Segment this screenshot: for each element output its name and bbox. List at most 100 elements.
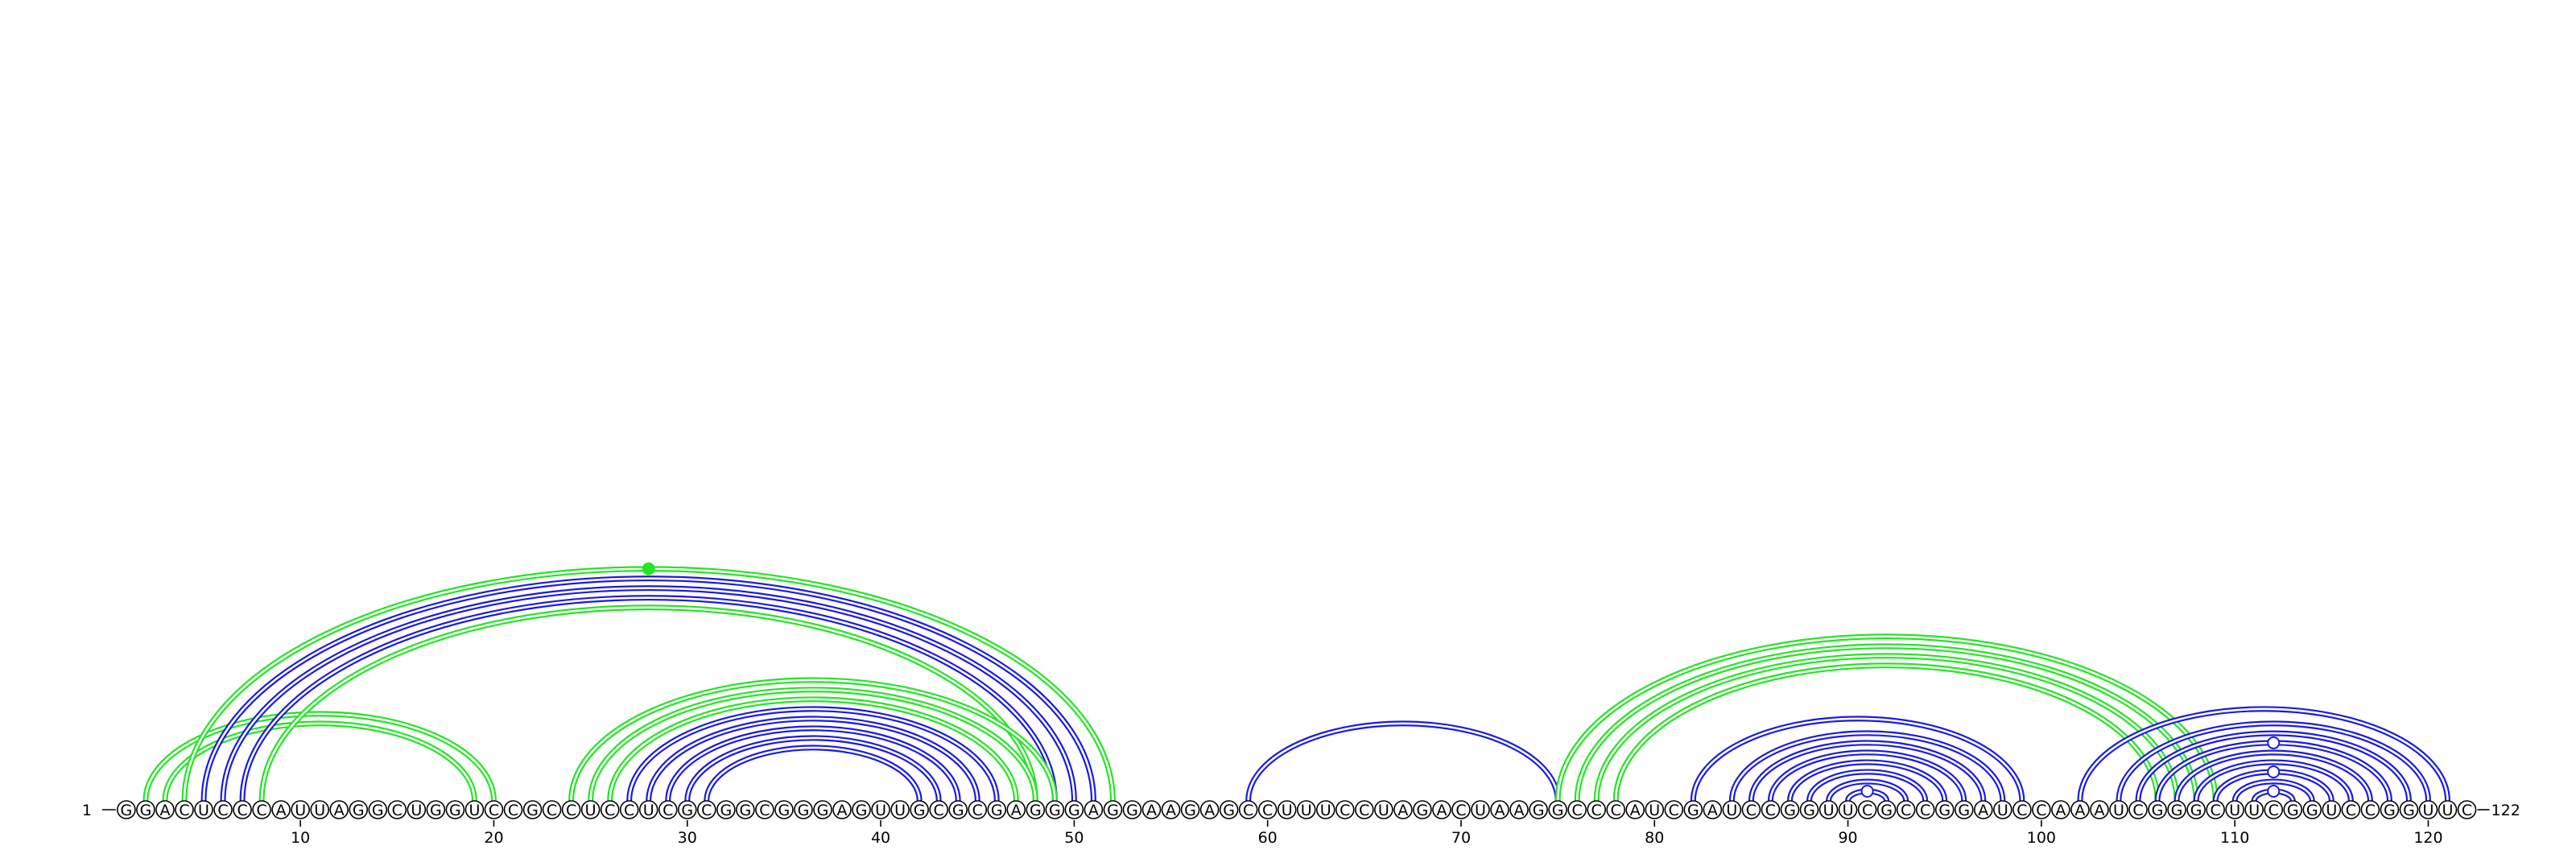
nucleotide-letter: U (1997, 802, 2008, 819)
nucleotide: U (1296, 800, 1316, 819)
nucleotide-letter: G (1533, 802, 1545, 819)
tick-label: 50 (1064, 829, 1084, 847)
nucleotide: C (233, 800, 252, 819)
nucleotide-letter: G (2190, 802, 2202, 819)
nucleotide-letter: C (1746, 802, 1757, 819)
nucleotide: C (484, 800, 504, 819)
nucleotide: A (329, 800, 349, 819)
nucleotide-letter: C (2036, 802, 2046, 819)
nucleotide: U (871, 800, 890, 819)
nucleotide-letter: U (295, 802, 306, 819)
nucleotide: C (1587, 800, 1606, 819)
nucleotide: G (1683, 800, 1703, 819)
nucleotide-letter: A (1011, 802, 1022, 819)
nucleotide-letter: C (1262, 802, 1273, 819)
nucleotide: C (252, 800, 271, 819)
position-tick: 20 (484, 820, 504, 847)
nucleotide-letter: G (449, 802, 461, 819)
nucleotide: G (1780, 800, 1800, 819)
nucleotide: G (1045, 800, 1065, 819)
nucleotide: C (658, 800, 678, 819)
nucleotide-letter: C (2346, 802, 2356, 819)
nucleotide-letter: G (2171, 802, 2183, 819)
tick-label: 20 (484, 829, 503, 847)
base-pair-arc (1806, 769, 1929, 802)
nucleotide: G (2148, 800, 2167, 819)
nucleotide: A (2070, 800, 2090, 819)
nucleotide-letter: C (1611, 802, 1621, 819)
nucleotide: G (948, 800, 968, 819)
nucleotide-letter: G (817, 802, 829, 819)
nucleotide-letter: C (1455, 802, 1466, 819)
nucleotide: G (736, 800, 755, 819)
nucleotide-letter: C (547, 802, 557, 819)
nucleotide-letter: G (1880, 802, 1893, 819)
nucleotide-letter: G (2152, 802, 2164, 819)
nucleotide: A (1973, 800, 1993, 819)
arc-marker (2267, 765, 2281, 778)
nucleotide-letter: A (2074, 802, 2085, 819)
nucleotide: G (1548, 800, 1567, 819)
nucleotide-letter: U (643, 802, 654, 819)
nucleotide: U (1277, 800, 1297, 819)
position-tick: 10 (291, 820, 310, 847)
position-tick: 110 (2220, 820, 2249, 847)
nucleotide: U (2244, 800, 2264, 819)
base-pair-arc (588, 687, 1038, 802)
base-pair-arc (2077, 706, 2450, 802)
nucleotide: U (2322, 800, 2342, 819)
base-pair-arc (2193, 759, 2354, 802)
nucleotide-letter: G (739, 802, 751, 819)
nucleotide-letter: A (334, 802, 345, 819)
base-pair-arc (162, 720, 477, 802)
nucleotide: G (677, 800, 697, 819)
nucleotide: C (213, 800, 233, 819)
nucleotide: G (1219, 800, 1239, 819)
base-pair-arc (1612, 662, 2161, 802)
nucleotide: C (503, 800, 523, 819)
nucleotide: C (1567, 800, 1587, 819)
nucleotide: A (1703, 800, 1723, 819)
nucleotide: C (2341, 800, 2361, 819)
nucleotide-letter: U (1475, 802, 1486, 819)
nucleotide-letter: C (237, 802, 247, 819)
nucleotide: A (1084, 800, 1104, 819)
nucleotide: C (1238, 800, 1258, 819)
nucleotide: U (1471, 800, 1490, 819)
nucleotide-letter: G (526, 802, 539, 819)
tick-label: 80 (1645, 829, 1664, 847)
nucleotide: C (387, 800, 407, 819)
nucleotide: U (1993, 800, 2013, 819)
nucleotide-letter: G (856, 802, 868, 819)
nucleotide: G (987, 800, 1007, 819)
nucleotide-letter: A (1166, 802, 1176, 819)
tick-label: 120 (2413, 829, 2442, 847)
nucleotide: C (2032, 800, 2051, 819)
nucleotide: C (1896, 800, 1916, 819)
sequence-ends: 1 122 (82, 802, 2520, 819)
nucleotide: G (716, 800, 736, 819)
nucleotide-letter: A (1707, 802, 1718, 819)
nucleotide-letter: C (1765, 802, 1776, 819)
position-tick: 80 (1645, 820, 1664, 847)
nucleotide-letter: C (972, 802, 983, 819)
nucleotide-letter: G (1049, 802, 1061, 819)
nucleotide-letter: A (1978, 802, 1988, 819)
nucleotide-letter: U (1823, 802, 1835, 819)
nucleotide-letter: A (1436, 802, 1447, 819)
nucleotide: A (2051, 800, 2070, 819)
nucleotide-letter: C (663, 802, 673, 819)
nucleotide: G (1413, 800, 1432, 819)
nucleotide-letter: G (1784, 802, 1796, 819)
nucleotide: A (1509, 800, 1529, 819)
nucleotide-letter: G (1938, 802, 1951, 819)
base-pair-arc (1245, 720, 1561, 802)
nucleotide-letter: A (1397, 802, 1408, 819)
nucleotide-letter: U (314, 802, 325, 819)
tick-label: 110 (2220, 829, 2249, 847)
nucleotide: C (2264, 800, 2284, 819)
end-index-label: 122 (2491, 802, 2520, 819)
nucleotide: C (561, 800, 581, 819)
nucleotide: G (813, 800, 832, 819)
nucleotide: G (1064, 800, 1084, 819)
